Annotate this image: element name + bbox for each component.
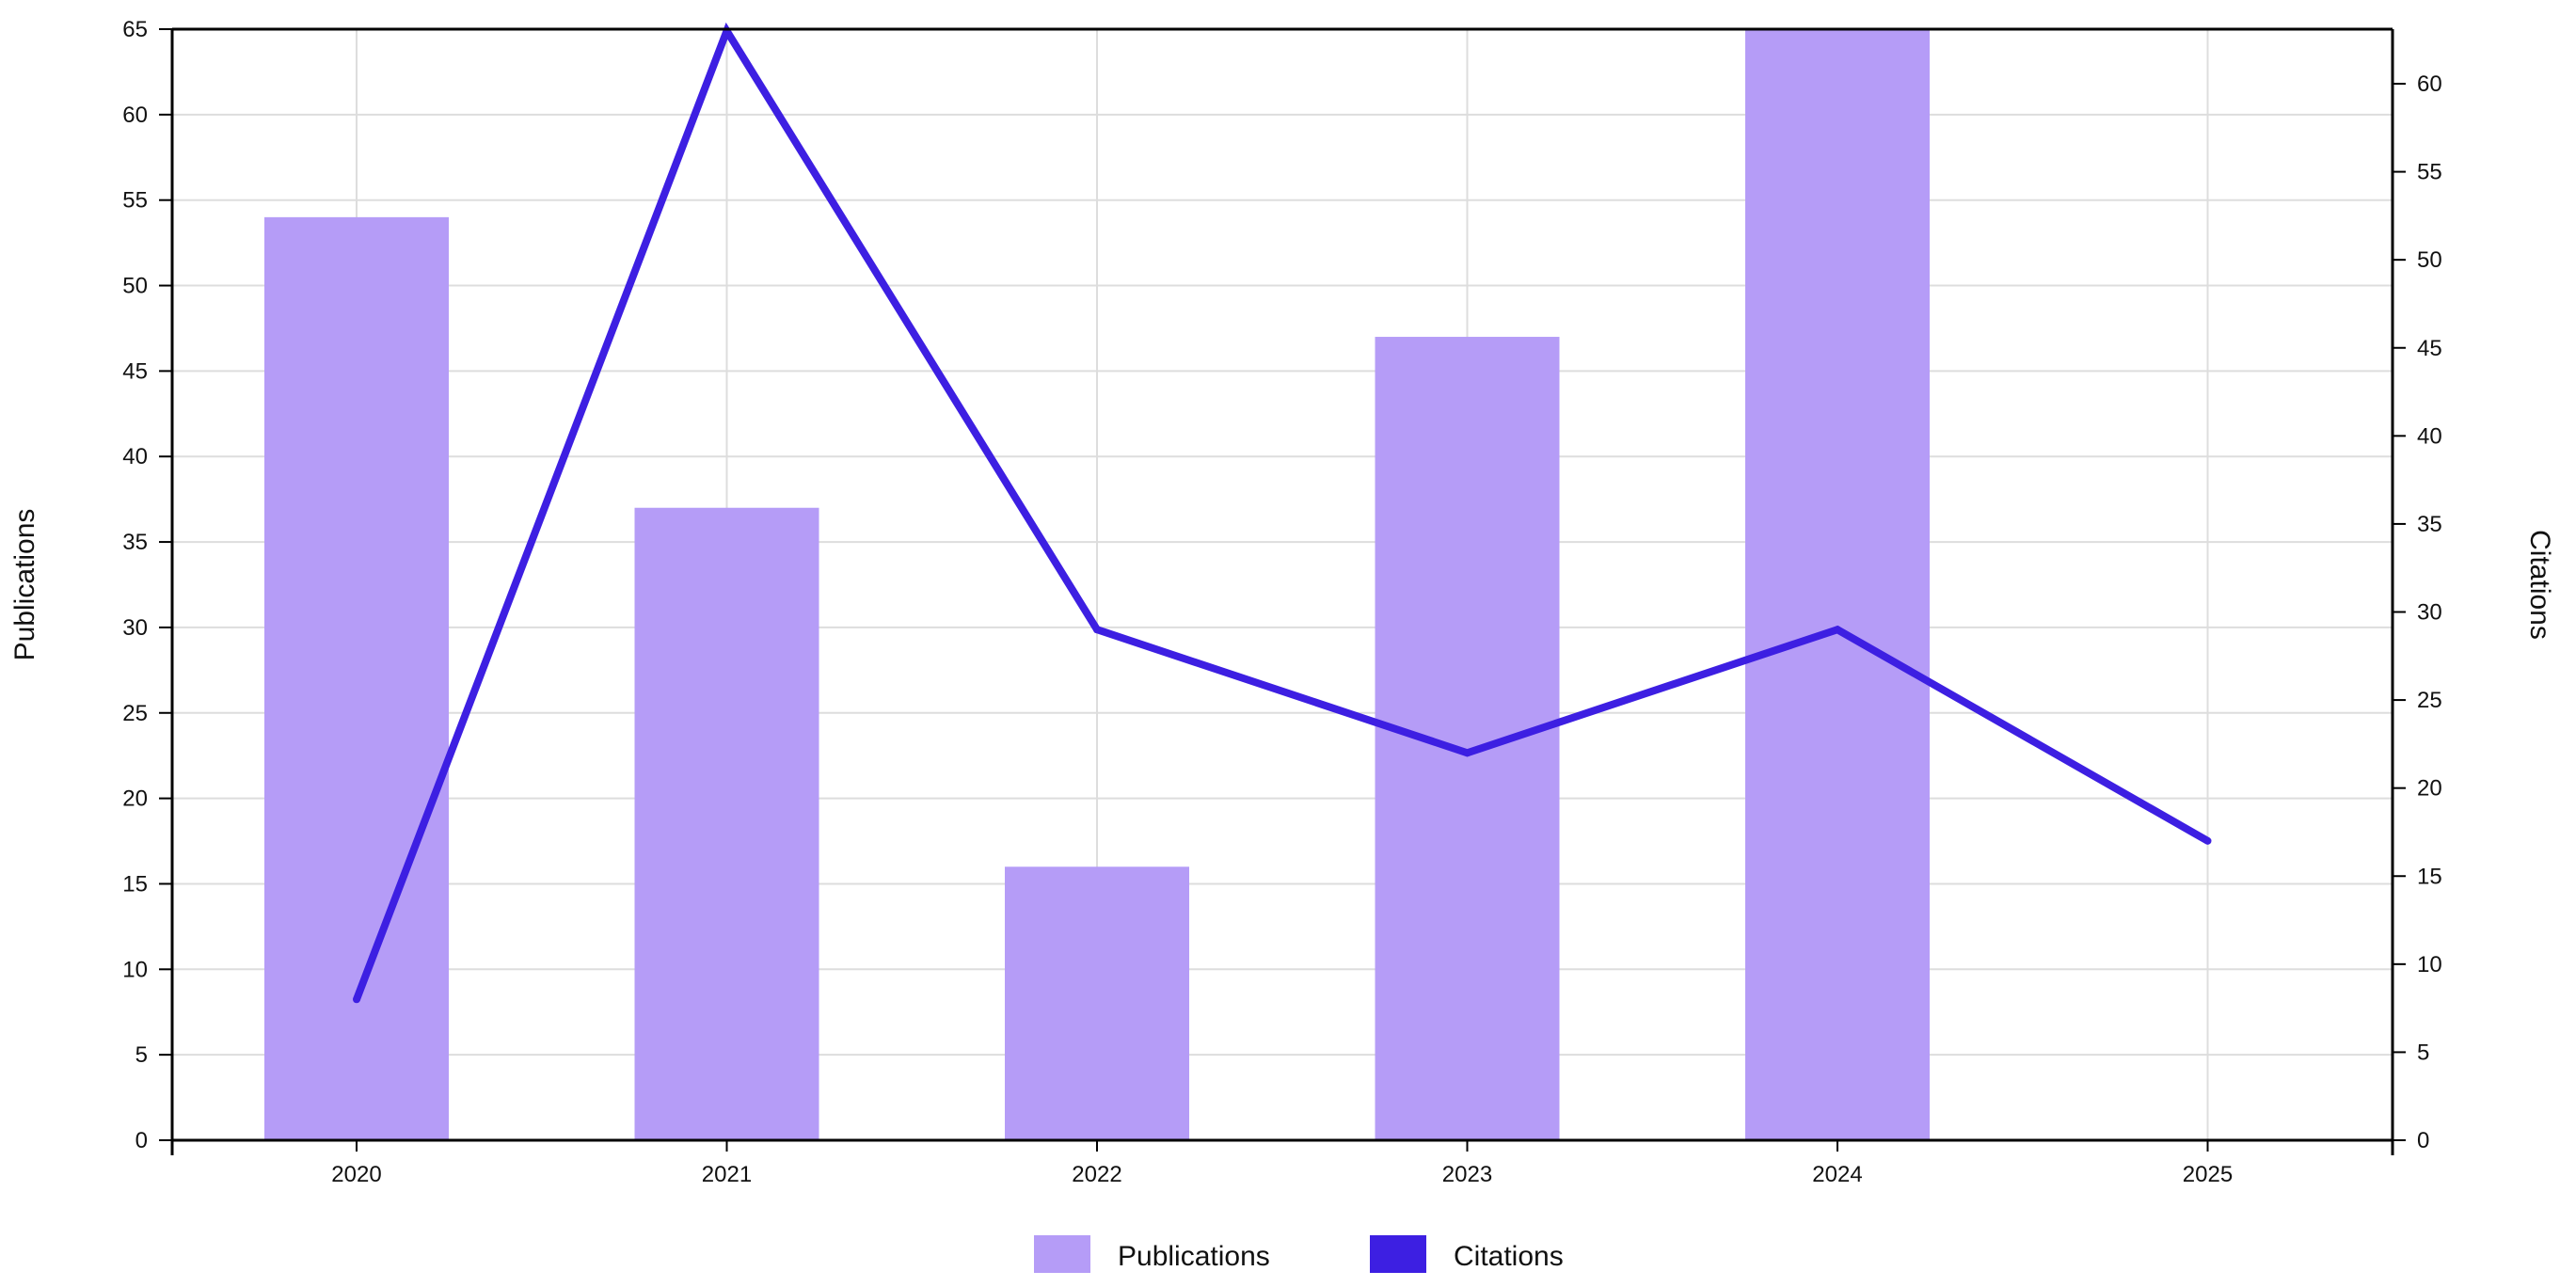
y2-tick-label: 25 (2417, 688, 2442, 713)
y2-tick-label: 35 (2417, 512, 2442, 537)
citations-line-group (353, 22, 2212, 1004)
bar-2023 (1375, 337, 1560, 1140)
y-tick-label: 45 (122, 358, 148, 384)
grid (172, 28, 2393, 1141)
legend: Publications Citations (1034, 1235, 1564, 1273)
y-tick-label: 50 (122, 274, 148, 299)
x-tick-label: 2020 (331, 1162, 381, 1187)
bar-2024 (1745, 29, 1930, 1140)
y2-tick-label: 30 (2417, 600, 2442, 626)
legend-label-publications: Publications (1118, 1241, 1270, 1272)
y2-tick-label: 55 (2417, 160, 2442, 185)
citations-line (353, 22, 2210, 1001)
y2-tick-label: 40 (2417, 423, 2442, 449)
y2-tick-label: 10 (2417, 952, 2442, 977)
tick-labels: 0510152025303540455055606505101520253035… (122, 17, 2441, 1187)
y2-tick-label: 0 (2417, 1128, 2429, 1153)
x-tick-label: 2023 (1442, 1162, 1492, 1187)
y2-tick-label: 50 (2417, 247, 2442, 273)
x-tick-label: 2021 (702, 1162, 752, 1187)
y-tick-label: 30 (122, 615, 148, 641)
y-tick-label: 35 (122, 530, 148, 555)
y2-tick-label: 20 (2417, 776, 2442, 802)
citations-point-2024 (1834, 626, 1841, 634)
citations-point-2020 (353, 995, 360, 1004)
y2-tick-label: 15 (2417, 864, 2442, 889)
axes (159, 27, 2406, 1155)
legend-swatch-publications (1034, 1235, 1090, 1273)
y-tick-label: 20 (122, 786, 148, 812)
citations-point-2023 (1463, 749, 1471, 757)
y2-tick-label: 45 (2417, 336, 2442, 361)
legend-swatch-citations (1370, 1235, 1426, 1273)
bar-2020 (264, 216, 449, 1140)
y-tick-label: 40 (122, 444, 148, 469)
bar-2022 (1005, 866, 1189, 1140)
y-tick-label: 55 (122, 188, 148, 214)
y-tick-label: 0 (135, 1128, 148, 1153)
bar-2021 (634, 507, 819, 1140)
x-tick-label: 2022 (1072, 1162, 1121, 1187)
y2-axis-title: Citations (2524, 530, 2555, 640)
y-tick-label: 15 (122, 871, 148, 897)
citations-point-2022 (1093, 626, 1101, 634)
citations-point-2025 (2203, 836, 2212, 845)
y-tick-label: 10 (122, 957, 148, 982)
y-tick-label: 60 (122, 103, 148, 128)
y-axis-title: Publications (9, 509, 40, 661)
y-tick-label: 25 (122, 701, 148, 726)
y2-tick-label: 60 (2417, 72, 2442, 97)
y2-tick-label: 5 (2417, 1040, 2429, 1065)
legend-label-citations: Citations (1454, 1241, 1564, 1272)
x-tick-label: 2025 (2183, 1162, 2233, 1187)
y-tick-label: 5 (135, 1042, 148, 1068)
y-tick-label: 65 (122, 17, 148, 42)
publications-bars (264, 29, 1930, 1140)
x-tick-label: 2024 (1812, 1162, 1862, 1187)
